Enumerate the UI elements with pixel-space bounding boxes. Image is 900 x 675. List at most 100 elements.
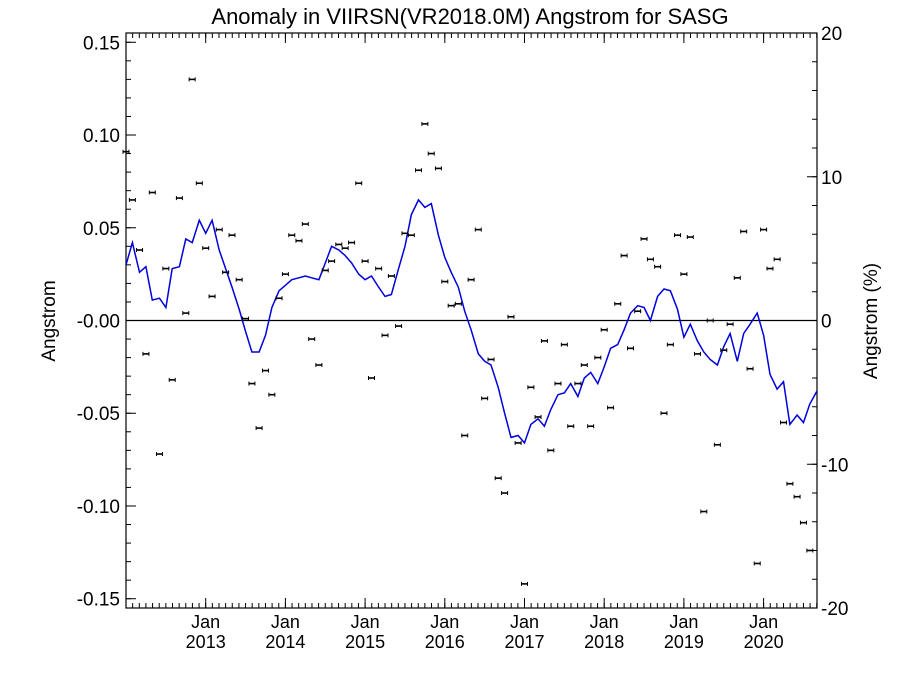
data-point: [281, 272, 289, 277]
y-tick-label: 0.10: [83, 126, 120, 147]
data-point: [720, 348, 728, 353]
left-axis-ticks: 0.15 0.10 0.05 -0.00 -0.05 -0.10 -0.15: [77, 33, 136, 611]
data-point: [654, 264, 662, 269]
x-tick-month: Jan: [191, 612, 220, 632]
data-point: [434, 166, 442, 171]
data-point: [421, 121, 429, 126]
data-point: [474, 227, 482, 232]
data-point: [799, 520, 807, 525]
data-point: [806, 548, 814, 553]
data-point: [182, 311, 190, 316]
x-tick-year: 2018: [584, 632, 624, 652]
y-right-tick-label: -10: [821, 455, 848, 476]
data-point: [793, 494, 801, 499]
y-right-tick-label: 0: [821, 312, 832, 333]
data-point: [136, 248, 144, 253]
data-point: [620, 253, 628, 258]
x-tick-month: Jan: [749, 612, 778, 632]
y-tick-label: 0.05: [83, 219, 120, 240]
data-point: [760, 227, 768, 232]
y-right-tick-label: 10: [821, 168, 842, 189]
data-point: [407, 233, 415, 238]
data-point: [501, 491, 509, 495]
data-point: [215, 227, 223, 232]
data-point: [375, 266, 383, 271]
data-point: [733, 275, 741, 280]
data-point: [634, 309, 642, 314]
data-point: [122, 149, 130, 154]
data-point: [188, 77, 196, 82]
data-point: [773, 257, 781, 262]
data-point: [686, 235, 694, 240]
data-point: [780, 420, 788, 425]
data-point: [335, 242, 343, 247]
data-point: [228, 233, 236, 238]
data-point: [726, 322, 734, 327]
data-point: [607, 405, 615, 410]
data-point: [540, 338, 548, 343]
data-point: [467, 277, 475, 282]
data-point: [208, 294, 216, 299]
data-point: [427, 151, 435, 156]
data-point: [600, 327, 608, 332]
y-right-tick-label: 20: [821, 24, 842, 45]
bottom-axis-ticks: Jan2013Jan2014Jan2015Jan2016Jan2017Jan20…: [186, 33, 784, 652]
data-point: [168, 377, 176, 382]
x-tick-year: 2019: [664, 632, 704, 652]
data-point: [640, 236, 648, 241]
x-tick-year: 2014: [265, 632, 305, 652]
data-point: [753, 561, 761, 566]
data-point: [222, 270, 230, 275]
data-point: [494, 476, 502, 481]
data-point: [275, 296, 283, 301]
data-point: [348, 240, 356, 245]
data-point: [441, 279, 449, 284]
data-point: [288, 233, 296, 238]
data-point: [235, 277, 243, 282]
data-point: [142, 351, 150, 356]
x-tick-month: Jan: [510, 612, 539, 632]
y-right-tick-label: -20: [821, 599, 848, 620]
data-point: [507, 314, 515, 319]
data-point: [700, 509, 708, 514]
data-point: [521, 581, 529, 586]
data-point: [766, 266, 774, 271]
data-point: [295, 238, 303, 243]
data-point: [680, 272, 688, 277]
data-point: [395, 324, 403, 329]
data-point: [454, 301, 462, 306]
y-tick-label: -0.15: [77, 590, 120, 611]
data-point: [361, 259, 369, 264]
data-point: [175, 196, 183, 201]
data-point: [534, 414, 542, 419]
data-point: [487, 357, 495, 362]
data-point: [248, 381, 256, 386]
x-tick-month: Jan: [669, 612, 698, 632]
data-point: [202, 246, 210, 251]
data-point: [580, 363, 588, 368]
y-axis-label-right: Angstrom (%): [861, 263, 882, 379]
data-point: [341, 246, 349, 251]
data-point: [308, 337, 316, 342]
data-point: [746, 366, 754, 371]
data-point: [461, 433, 469, 438]
x-tick-month: Jan: [590, 612, 619, 632]
data-point: [547, 448, 555, 453]
data-point: [666, 342, 674, 347]
y-tick-label: -0.00: [77, 312, 120, 333]
data-point: [786, 481, 794, 486]
data-point: [447, 303, 455, 308]
data-point: [255, 426, 263, 431]
series-points: [122, 77, 814, 586]
data-point: [367, 376, 375, 380]
data-point: [674, 233, 682, 238]
data-point: [261, 368, 269, 373]
data-point: [594, 355, 602, 360]
data-point: [740, 229, 748, 234]
series-line: [125, 198, 818, 445]
data-point: [560, 342, 568, 347]
data-point: [268, 392, 276, 397]
data-point: [381, 333, 389, 338]
data-point: [527, 385, 535, 390]
